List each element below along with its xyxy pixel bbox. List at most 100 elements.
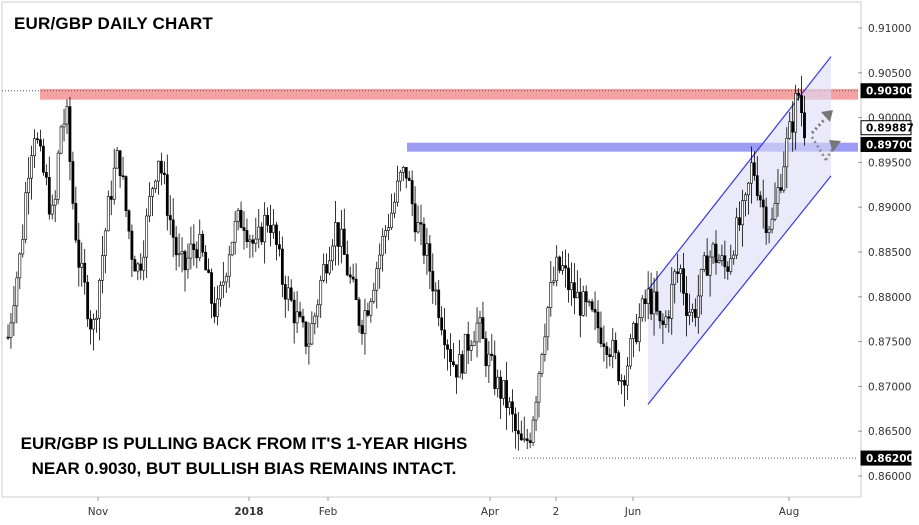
candle-body: [593, 309, 597, 313]
candle-body: [693, 309, 697, 318]
candle: [56, 150, 60, 205]
resistance-zone: [40, 88, 858, 100]
candle: [351, 263, 355, 283]
y-tick-label: 0.86000: [868, 471, 911, 483]
support-zone: [407, 142, 858, 152]
candle: [130, 224, 134, 278]
candle-body: [395, 180, 399, 203]
candle: [189, 226, 193, 270]
candle: [735, 207, 739, 260]
candle-body: [581, 291, 585, 316]
price-tag: 0.90300: [860, 83, 914, 99]
candle: [749, 146, 753, 204]
candle: [219, 281, 222, 307]
candle: [460, 350, 464, 380]
candle: [295, 291, 299, 333]
candle: [304, 320, 308, 355]
candle: [693, 298, 697, 327]
candle: [454, 364, 458, 394]
annotation-line-2: NEAR 0.9030, BUT BULLISH BIAS REMAINS IN…: [31, 459, 457, 478]
candle: [803, 95, 806, 146]
candle-body: [755, 175, 759, 196]
y-axis: 0.910000.905000.900000.895000.890000.885…: [858, 23, 911, 483]
candle: [516, 411, 520, 451]
candle: [525, 428, 529, 450]
candle-body: [393, 201, 396, 214]
candle: [587, 299, 591, 307]
candle: [59, 124, 63, 155]
candle: [608, 347, 612, 367]
candle: [15, 271, 19, 324]
candle-body: [797, 93, 801, 96]
candle-body: [183, 251, 187, 271]
candle: [395, 165, 399, 207]
candle-body: [738, 217, 742, 226]
candle: [12, 286, 16, 337]
candle: [115, 146, 119, 169]
candle: [198, 219, 202, 262]
x-tick-label: 2018: [234, 506, 263, 518]
candle-body: [744, 194, 747, 201]
candle-body: [611, 340, 615, 358]
candle: [336, 222, 340, 266]
candle-body: [83, 262, 87, 283]
candle: [316, 299, 320, 328]
candle-body: [537, 373, 541, 403]
candle: [564, 249, 567, 288]
candle-body: [189, 243, 193, 259]
candle: [133, 255, 137, 272]
candle: [679, 264, 683, 293]
candle-body: [304, 321, 308, 347]
candle-body: [493, 355, 497, 389]
candle-body: [428, 243, 432, 272]
candle: [540, 352, 544, 378]
candle: [425, 228, 429, 275]
candle-body: [157, 160, 160, 182]
candle: [575, 270, 579, 299]
candle: [646, 271, 650, 320]
candle-body: [546, 307, 550, 338]
price-tag-label: 0.89700: [866, 139, 914, 151]
x-tick-label: Aug: [779, 506, 800, 518]
candle: [216, 285, 219, 326]
x-tick-label: Apr: [481, 506, 500, 518]
candle: [747, 181, 750, 215]
candle: [466, 321, 470, 365]
candle-body: [425, 243, 429, 256]
candle-body: [59, 126, 63, 154]
candle: [661, 313, 665, 344]
candle-body: [502, 380, 506, 399]
candle: [797, 88, 801, 101]
candle: [407, 170, 411, 182]
candle: [410, 170, 414, 217]
candle: [440, 306, 444, 336]
candle: [561, 250, 565, 275]
price-tag-label: 0.90300: [866, 86, 914, 98]
candle: [472, 330, 476, 347]
candle: [227, 245, 231, 288]
candle-body: [484, 338, 488, 367]
candle-body: [109, 196, 113, 200]
candle: [92, 313, 95, 351]
candle: [269, 204, 272, 247]
candle-body: [466, 333, 470, 351]
candle: [348, 266, 352, 284]
candle-body: [201, 233, 205, 253]
candle-body: [561, 265, 565, 271]
candle-body: [369, 301, 373, 316]
candle-body: [363, 310, 367, 334]
price-tag-box: [860, 83, 912, 99]
candle: [345, 240, 349, 277]
candle: [313, 312, 317, 335]
candle-body: [499, 376, 503, 399]
candle-body: [761, 199, 765, 208]
candle: [9, 312, 13, 349]
candle-body: [511, 401, 514, 415]
candle: [584, 285, 588, 317]
candles-layer: [6, 75, 806, 451]
candle-body: [348, 274, 352, 278]
candle: [168, 195, 172, 236]
candle: [511, 389, 514, 433]
